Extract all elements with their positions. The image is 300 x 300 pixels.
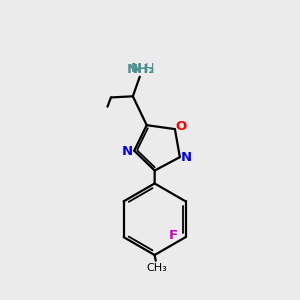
Text: N: N xyxy=(131,61,142,75)
Text: N: N xyxy=(181,151,192,164)
Text: NH₂: NH₂ xyxy=(127,63,155,76)
Text: CH₃: CH₃ xyxy=(146,263,167,273)
Text: H: H xyxy=(144,61,154,75)
Text: F: F xyxy=(169,230,178,242)
Text: O: O xyxy=(176,120,187,133)
Text: N: N xyxy=(122,146,133,158)
